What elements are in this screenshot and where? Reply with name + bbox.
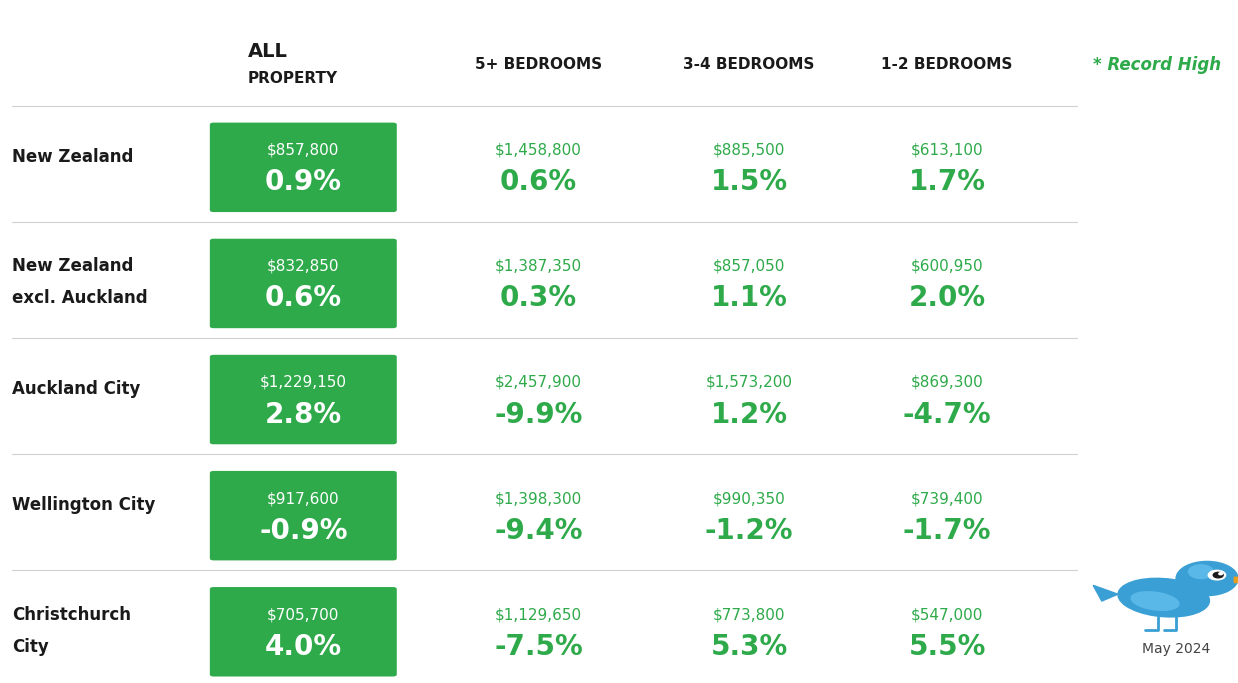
Text: excl. Auckland: excl. Auckland: [12, 290, 149, 307]
FancyBboxPatch shape: [209, 122, 396, 212]
Text: New Zealand: New Zealand: [12, 148, 134, 166]
Text: 5.5%: 5.5%: [909, 633, 985, 660]
Text: $1,387,350: $1,387,350: [495, 259, 582, 274]
Text: -9.4%: -9.4%: [494, 517, 583, 544]
Text: $739,400: $739,400: [911, 491, 983, 506]
Text: 0.6%: 0.6%: [265, 285, 342, 312]
Text: $832,850: $832,850: [267, 259, 339, 274]
Text: New Zealand: New Zealand: [12, 257, 134, 275]
Text: $1,458,800: $1,458,800: [495, 143, 582, 158]
Text: $990,350: $990,350: [713, 491, 785, 506]
Text: $1,229,150: $1,229,150: [260, 375, 347, 390]
Text: $1,573,200: $1,573,200: [706, 375, 792, 390]
Text: $547,000: $547,000: [911, 607, 983, 622]
Text: 0.9%: 0.9%: [265, 169, 342, 196]
Circle shape: [1213, 572, 1223, 578]
Text: $857,800: $857,800: [267, 143, 339, 158]
Text: $1,398,300: $1,398,300: [495, 491, 582, 506]
Text: Wellington City: Wellington City: [12, 497, 156, 514]
Text: -1.2%: -1.2%: [704, 517, 794, 544]
Text: 2.0%: 2.0%: [909, 285, 985, 312]
Text: $2,457,900: $2,457,900: [495, 375, 582, 390]
Text: Christchurch: Christchurch: [12, 606, 131, 624]
FancyBboxPatch shape: [209, 587, 396, 676]
Text: 1.1%: 1.1%: [711, 285, 787, 312]
Circle shape: [1188, 565, 1213, 579]
Text: $1,129,650: $1,129,650: [495, 607, 582, 622]
Text: 0.3%: 0.3%: [500, 285, 577, 312]
Text: Auckland City: Auckland City: [12, 380, 141, 398]
Text: 2.8%: 2.8%: [265, 401, 342, 428]
Circle shape: [1176, 561, 1238, 596]
Text: * Record High: * Record High: [1093, 56, 1222, 74]
Text: 1-2 BEDROOMS: 1-2 BEDROOMS: [881, 57, 1013, 72]
Text: -4.7%: -4.7%: [903, 401, 992, 428]
Text: $857,050: $857,050: [713, 259, 785, 274]
Text: $773,800: $773,800: [713, 607, 785, 622]
Text: -9.9%: -9.9%: [494, 401, 583, 428]
Text: $869,300: $869,300: [911, 375, 983, 390]
Text: $917,600: $917,600: [267, 491, 339, 506]
FancyBboxPatch shape: [209, 471, 396, 560]
Circle shape: [1218, 572, 1222, 575]
Circle shape: [1208, 570, 1226, 580]
Text: $885,500: $885,500: [713, 143, 785, 158]
Text: 4.0%: 4.0%: [265, 633, 342, 660]
Text: 5+ BEDROOMS: 5+ BEDROOMS: [475, 57, 602, 72]
Text: 3-4 BEDROOMS: 3-4 BEDROOMS: [683, 57, 815, 72]
Text: City: City: [12, 638, 50, 656]
Text: $600,950: $600,950: [911, 259, 983, 274]
Text: $705,700: $705,700: [267, 607, 339, 622]
Polygon shape: [1093, 585, 1118, 601]
Text: ALL: ALL: [248, 42, 287, 61]
FancyBboxPatch shape: [209, 239, 396, 329]
Text: PROPERTY: PROPERTY: [248, 71, 338, 86]
Text: $613,100: $613,100: [911, 143, 983, 158]
Text: 1.5%: 1.5%: [711, 169, 787, 196]
Text: 5.3%: 5.3%: [711, 633, 787, 660]
Text: 1.7%: 1.7%: [909, 169, 985, 196]
Text: 1.2%: 1.2%: [711, 401, 787, 428]
Ellipse shape: [1118, 579, 1210, 617]
Text: -7.5%: -7.5%: [494, 633, 583, 660]
FancyBboxPatch shape: [209, 355, 396, 445]
Text: 0.6%: 0.6%: [500, 169, 577, 196]
Ellipse shape: [1132, 591, 1179, 611]
Polygon shape: [1234, 577, 1238, 583]
Text: -1.7%: -1.7%: [903, 517, 992, 544]
Text: -0.9%: -0.9%: [259, 517, 348, 544]
Text: May 2024: May 2024: [1141, 642, 1211, 656]
